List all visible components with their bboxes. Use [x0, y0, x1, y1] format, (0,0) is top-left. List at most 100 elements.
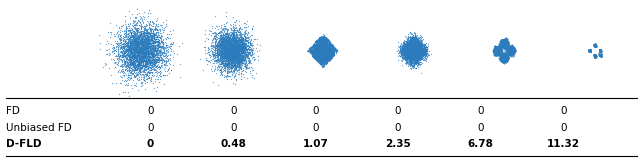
Point — [491, 48, 501, 51]
Point — [128, 30, 138, 33]
Point — [316, 47, 326, 50]
Point — [505, 50, 515, 53]
Point — [495, 49, 506, 52]
Point — [120, 91, 131, 93]
Point — [225, 48, 235, 50]
Point — [320, 51, 330, 53]
Point — [329, 46, 339, 48]
Point — [500, 53, 510, 56]
Point — [234, 53, 244, 56]
Point — [128, 41, 138, 43]
Point — [410, 55, 420, 57]
Point — [234, 27, 244, 30]
Point — [410, 56, 420, 59]
Point — [143, 42, 154, 45]
Point — [218, 34, 228, 37]
Point — [238, 37, 248, 40]
Point — [154, 28, 164, 30]
Point — [499, 55, 509, 57]
Point — [325, 43, 335, 45]
Point — [590, 55, 600, 58]
Point — [225, 49, 235, 52]
Point — [495, 48, 506, 51]
Point — [218, 49, 228, 52]
Point — [404, 54, 414, 57]
Point — [499, 59, 509, 61]
Point — [408, 41, 418, 44]
Point — [423, 45, 433, 48]
Point — [413, 43, 424, 45]
Point — [492, 49, 502, 51]
Point — [403, 47, 413, 50]
Point — [127, 62, 137, 65]
Point — [311, 48, 321, 50]
Point — [120, 29, 131, 32]
Point — [218, 56, 228, 58]
Point — [126, 58, 136, 61]
Point — [505, 50, 515, 53]
Point — [491, 49, 501, 52]
Point — [505, 47, 515, 49]
Point — [232, 32, 242, 35]
Point — [415, 49, 426, 52]
Point — [413, 48, 424, 51]
Point — [407, 53, 417, 55]
Point — [399, 43, 410, 46]
Point — [321, 52, 332, 54]
Point — [320, 47, 330, 50]
Point — [122, 61, 132, 63]
Point — [144, 22, 154, 24]
Point — [124, 46, 134, 48]
Point — [406, 61, 417, 63]
Point — [316, 50, 326, 52]
Point — [208, 61, 218, 64]
Point — [412, 56, 422, 59]
Point — [419, 52, 429, 54]
Point — [403, 41, 413, 44]
Point — [306, 48, 316, 51]
Point — [415, 48, 425, 50]
Point — [420, 52, 431, 55]
Point — [228, 21, 239, 23]
Point — [234, 30, 244, 33]
Point — [404, 59, 414, 61]
Point — [146, 45, 156, 48]
Point — [499, 57, 509, 60]
Point — [322, 54, 332, 57]
Point — [147, 43, 157, 45]
Point — [413, 55, 424, 58]
Point — [403, 43, 413, 45]
Point — [232, 52, 242, 55]
Point — [106, 43, 116, 46]
Point — [221, 31, 231, 34]
Point — [145, 42, 156, 45]
Point — [403, 42, 413, 45]
Point — [506, 49, 516, 51]
Point — [237, 46, 247, 48]
Point — [403, 52, 413, 55]
Point — [323, 48, 333, 50]
Point — [244, 57, 254, 60]
Point — [144, 53, 154, 55]
Point — [225, 27, 235, 30]
Point — [500, 41, 511, 44]
Point — [317, 48, 328, 51]
Point — [319, 41, 329, 44]
Point — [141, 40, 152, 43]
Point — [113, 48, 124, 50]
Point — [220, 48, 230, 50]
Point — [225, 35, 235, 38]
Point — [415, 49, 425, 52]
Point — [507, 48, 517, 51]
Point — [310, 43, 321, 45]
Point — [217, 41, 227, 44]
Point — [493, 49, 503, 51]
Point — [500, 55, 510, 57]
Point — [509, 48, 519, 50]
Point — [207, 47, 217, 49]
Point — [219, 38, 229, 40]
Point — [499, 54, 509, 57]
Point — [401, 45, 411, 47]
Point — [323, 49, 333, 52]
Point — [416, 56, 426, 59]
